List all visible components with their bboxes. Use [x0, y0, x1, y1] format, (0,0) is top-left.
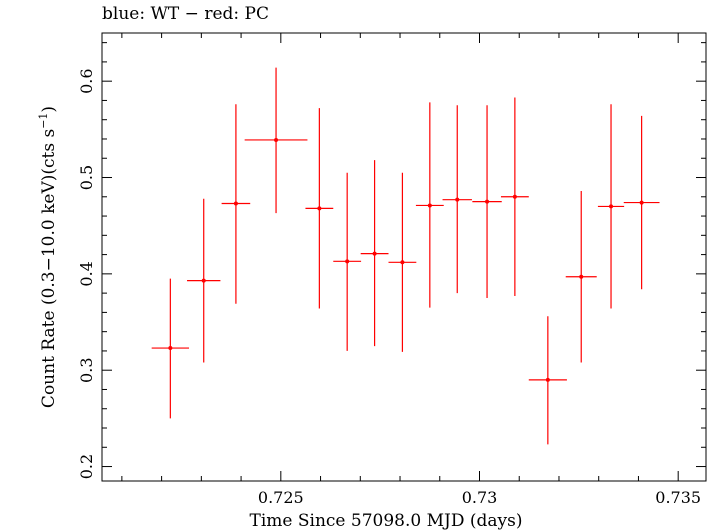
y-axis-ticks: 0.2 0.3 0.4 0.5 0.6 — [77, 42, 706, 479]
y-tick-label: 0.5 — [77, 165, 96, 190]
data-point — [372, 251, 377, 256]
chart-title: blue: WT − red: PC — [102, 4, 269, 24]
data-point — [233, 201, 238, 206]
y-tick-label: 0.3 — [77, 357, 96, 382]
x-axis-label: Time Since 57098.0 MJD (days) — [250, 511, 523, 531]
y-tick-label: 0.4 — [77, 261, 96, 286]
data-point — [609, 204, 614, 209]
data-point — [512, 194, 517, 199]
y-axis-label-superscript: −1 — [37, 113, 50, 129]
y-tick-label: 0.6 — [77, 68, 96, 93]
data-point — [639, 200, 644, 205]
x-tick-label: 0.735 — [655, 488, 701, 507]
y-axis-label: Count Rate (0.3−10.0 keV)(cts s−1) — [37, 106, 59, 408]
data-point — [427, 203, 432, 208]
x-axis-ticks: 0.725 0.73 0.735 — [121, 33, 701, 507]
y-axis-label-main: Count Rate (0.3−10.0 keV)(cts s — [39, 129, 59, 408]
data-point — [201, 278, 206, 283]
y-tick-label: 0.2 — [77, 454, 96, 479]
data-series-pc — [151, 67, 660, 445]
x-tick-label: 0.73 — [462, 488, 498, 507]
data-point — [485, 199, 490, 204]
data-point — [317, 206, 322, 211]
data-point — [545, 377, 550, 382]
data-point — [579, 274, 584, 279]
data-point — [274, 137, 279, 142]
data-point — [400, 260, 405, 265]
data-point — [168, 346, 173, 351]
data-point — [345, 259, 350, 264]
x-tick-label: 0.725 — [258, 488, 304, 507]
y-axis-label-tail: ) — [39, 106, 59, 113]
plot-frame — [101, 32, 707, 482]
data-point — [455, 197, 460, 202]
